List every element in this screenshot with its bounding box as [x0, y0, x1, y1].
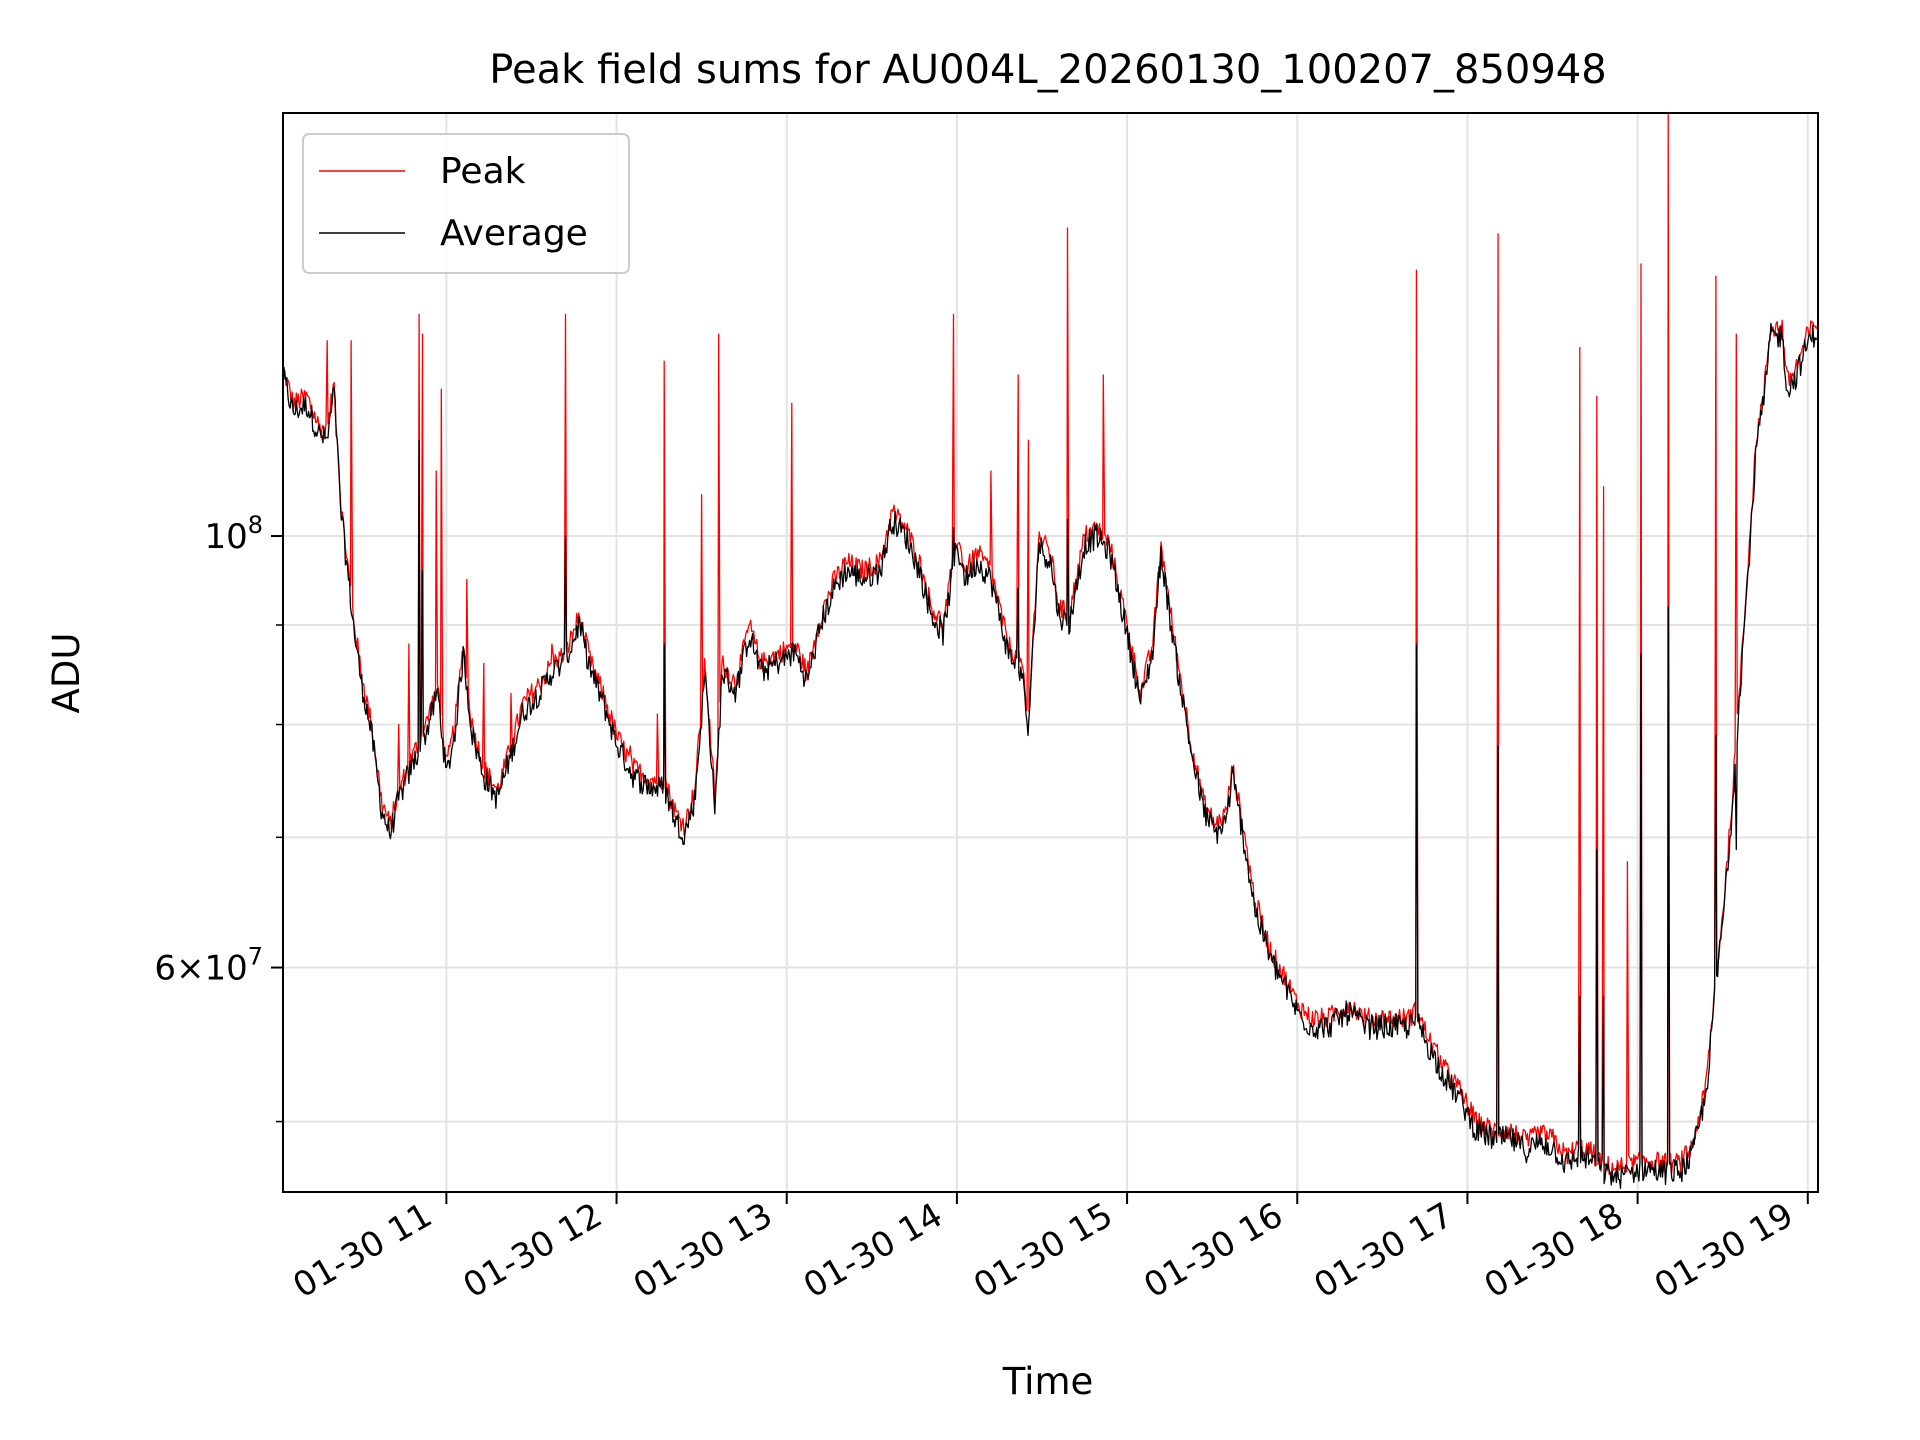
legend: Peak Average — [302, 133, 630, 274]
legend-box — [302, 133, 630, 274]
plot-series — [282, 112, 1819, 1189]
plot-frame — [282, 112, 1819, 1193]
y-axis-label: ADU — [45, 633, 88, 714]
y-tick-label: 6×107 — [154, 943, 263, 989]
legend-average-label: Average — [440, 213, 588, 254]
grid — [283, 113, 1818, 1192]
x-axis-label: Time — [1002, 1360, 1094, 1403]
y-tick-label: 108 — [204, 511, 263, 557]
legend-peak-label: Peak — [440, 151, 526, 192]
chart-title: Peak field sums for AU004L_20260130_1002… — [489, 47, 1606, 93]
average-series-line — [282, 322, 1819, 1189]
